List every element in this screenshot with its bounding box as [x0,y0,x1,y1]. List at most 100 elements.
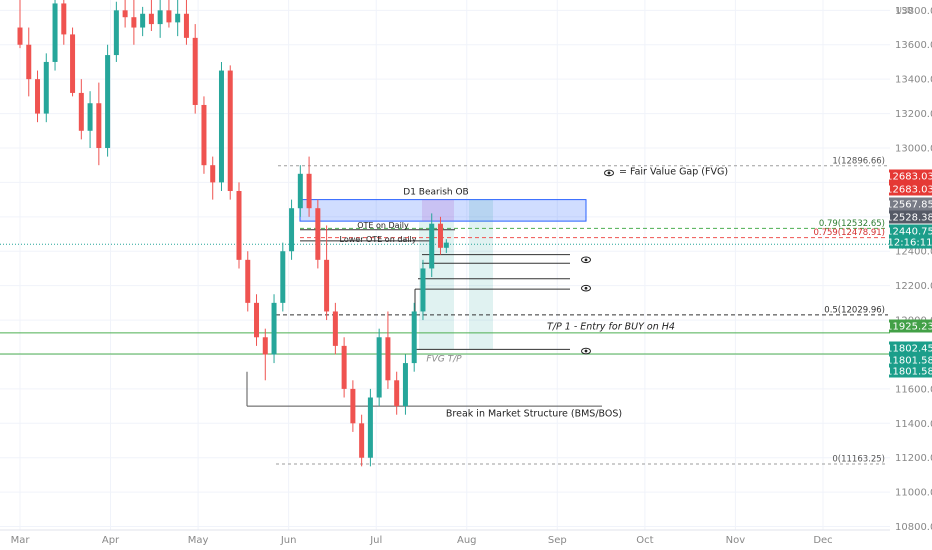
candle-body-10 [105,55,111,148]
candle-body-27 [254,302,260,338]
x-tick-label-2: May [188,535,209,546]
eye-icon [581,347,591,355]
price-tag-6: 11925.23 [886,322,932,333]
candle-body-12 [122,10,128,18]
candle-body-28 [262,337,268,355]
level-labels: 1(12896.66) 0.79(12532.65)0.759(12478.91)… [813,156,885,464]
candle-body-24 [227,70,233,192]
x-tick-label-4: Jul [369,535,382,546]
price-tag-4: 12440.75 [886,227,932,238]
candle-body-26 [245,259,251,303]
x-tick-label-8: Nov [726,535,746,546]
candle-body-35 [324,259,330,312]
candle-body-20 [192,37,198,105]
eye-icon-pupil [584,286,588,290]
drawing-lines [246,229,602,407]
candle-body-14 [140,13,146,28]
level-label-1: 0.79(12532.65) [819,219,885,229]
level-label-2: 0.759(12478.91) [813,228,885,238]
candle-body-5 [61,3,67,35]
candle-body-13 [131,17,137,28]
tp1-label: T/P 1 - Entry for BUY on H4 [547,322,675,333]
eye-icon-pupil [584,349,588,353]
candle-body-15 [148,13,154,25]
y-tick-label-3: 11400.00 [895,419,932,430]
candle-body-25 [236,191,242,260]
eye-icon-pupil [607,171,611,175]
candle-body-47 [429,223,435,269]
level-label-3: 0.5(12029.96) [824,305,885,315]
candle-body-11 [113,10,119,56]
price-tag-bg-6 [889,319,932,333]
price-tag-9: 11801.58 [886,367,932,378]
candle-body-42 [385,337,391,381]
price-tag-bg-8 [889,353,932,367]
bearish-ob-label: D1 Bearish OB [403,187,468,197]
x-tick-label-9: Dec [813,535,832,546]
candle-body-23 [218,70,224,183]
fvg-legend-label: = Fair Value Gap (FVG) [619,167,728,178]
price-tag-bg-9 [889,364,932,378]
y-tick-label-0: 10800.00 [895,522,932,533]
x-tick-label-0: Mar [11,535,31,546]
price-tag-7: 11802.45 [886,344,932,355]
candle-body-45 [411,311,417,364]
price-tag-bg-1 [889,182,932,196]
fvg-zone-right[interactable] [469,199,493,350]
candle-body-46 [420,268,426,312]
price-tag-bg-7 [889,341,932,355]
price-tag-0: 12683.03 [886,172,932,183]
x-axis-tick-labels: Mar Apr May Jun Jul Aug Sep Oct Nov Dec [11,535,833,546]
candlestick-series [17,0,449,467]
y-tick-label-12: 13200.00 [895,109,932,120]
eye-icon-pupil [584,258,588,262]
y-tick-label-14: 13600.00 [895,40,932,51]
x-tick-label-3: Jun [280,535,297,546]
eye-icon [581,284,591,292]
candle-body-41 [376,337,382,398]
candle-body-39 [359,423,365,458]
candle-body-4 [52,3,58,62]
candle-body-7 [78,92,84,131]
price-tags: 12683.03 12683.03 12567.85 12528.38 12440.75… [886,169,932,378]
candle-body-2 [35,79,41,114]
candle-body-19 [183,13,189,38]
price-tag-bg-0 [889,169,932,183]
candle-body-6 [70,34,76,93]
candle-body-21 [201,104,207,166]
candle-body-34 [315,208,321,260]
candle-body-48 [437,223,443,248]
fvg-tp-label: FVG T/P [426,354,462,364]
price-tag-3: 12528.38 [886,213,932,224]
x-tick-label-7: Oct [636,535,653,546]
x-tick-label-5: Aug [457,535,477,546]
price-tag-2: 12567.85 [886,200,932,211]
candle-body-18 [175,13,181,23]
price-tag-bg-4 [889,224,932,238]
candle-body-40 [367,397,373,458]
eye-icon [604,169,614,177]
candle-body-22 [210,165,216,183]
lower-ote-label: Lower OTE on daily [340,235,417,244]
price-tag-bg-2 [889,197,932,211]
candle-body-16 [157,10,163,25]
y-tick-label-15: 13800.00 [895,6,932,17]
y-tick-label-7: 12200.00 [895,281,932,292]
price-scale-panel[interactable] [890,0,932,550]
candle-body-17 [166,10,172,23]
candle-body-32 [297,173,303,209]
y-tick-label-8: 12400.00 [895,247,932,258]
candle-body-44 [402,363,408,407]
ote-daily-label: OTE on Daily [357,221,409,230]
candle-body-0 [17,27,23,45]
bms-label: Break in Market Structure (BMS/BOS) [446,408,622,419]
price-tag-8: 11801.58 [886,356,932,367]
bearish-order-block-overlap [422,199,454,222]
price-tag-bg-3 [889,210,932,224]
y-tick-label-1: 11000.00 [895,488,932,499]
candle-body-9 [96,103,102,148]
candle-body-43 [394,380,400,407]
candle-body-29 [271,302,277,355]
y-tick-label-11: 13000.00 [895,143,932,154]
